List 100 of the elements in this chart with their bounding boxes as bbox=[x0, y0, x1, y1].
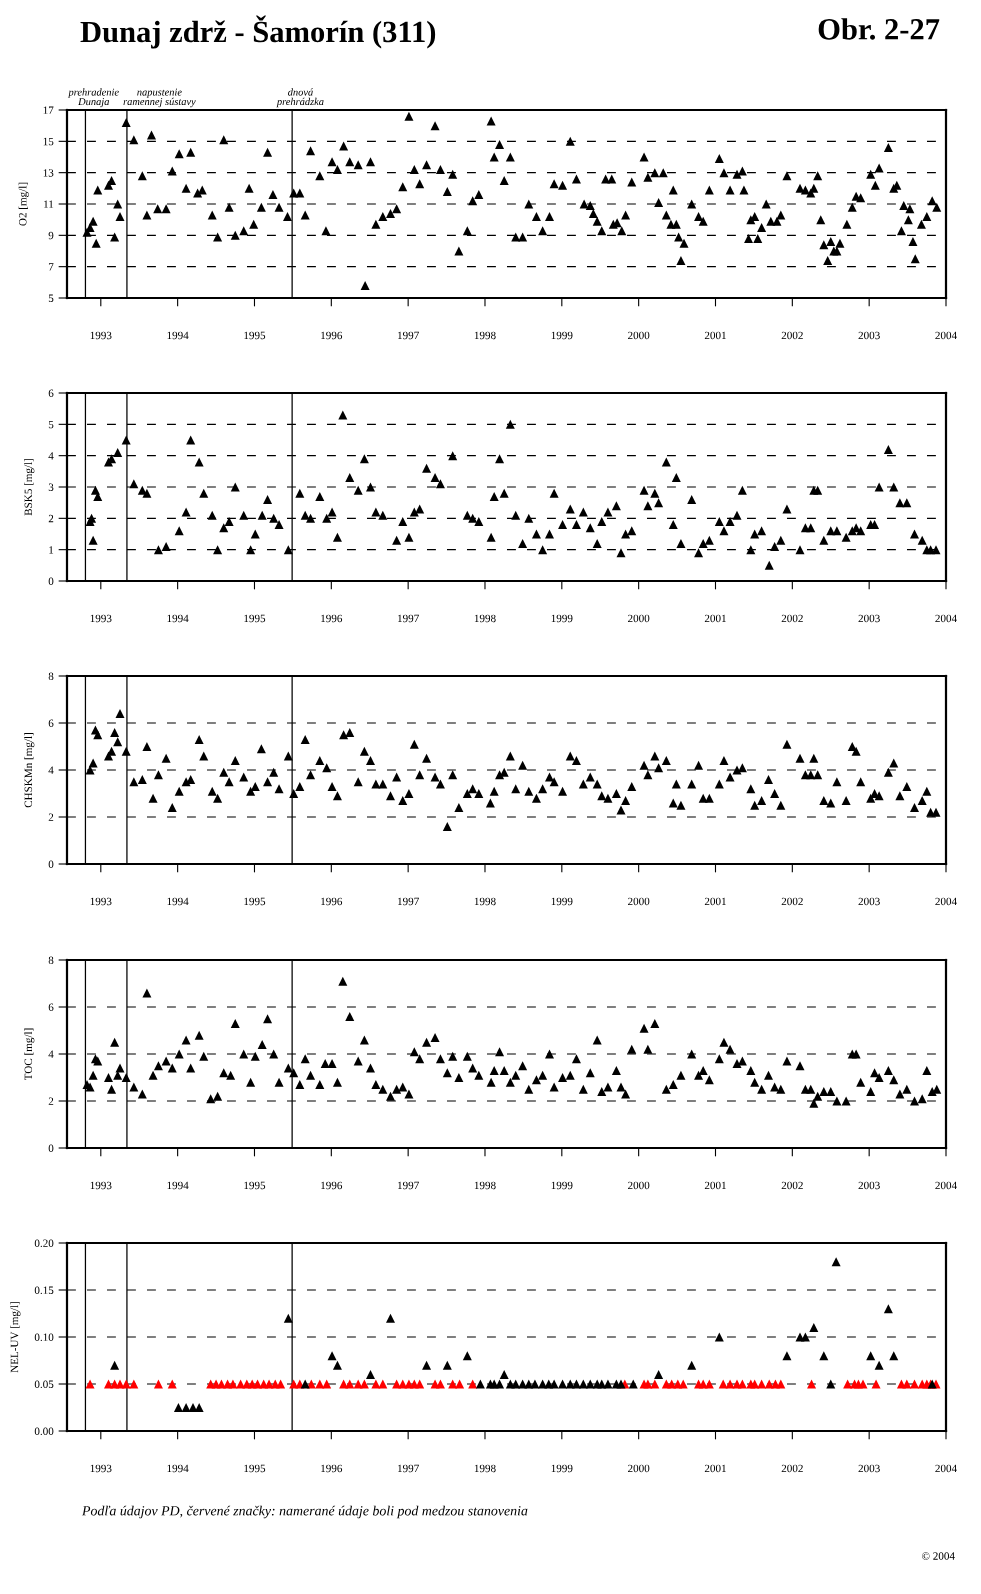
point bbox=[616, 1379, 626, 1389]
point bbox=[283, 1313, 293, 1323]
x-tick-label: 2000 bbox=[628, 897, 650, 906]
x-tick-label: 2001 bbox=[704, 897, 726, 906]
x-tick-label: 1993 bbox=[90, 897, 112, 906]
point bbox=[530, 1379, 540, 1389]
y-tick-label: 6 bbox=[48, 389, 54, 397]
x-tick-label: 2002 bbox=[781, 614, 803, 623]
y-tick-label: 4 bbox=[48, 452, 54, 460]
x-tick-label: 2000 bbox=[628, 614, 650, 623]
point bbox=[181, 1403, 191, 1412]
x-tick-label: 2001 bbox=[704, 1464, 726, 1473]
x-tick-label: 1997 bbox=[398, 1181, 419, 1190]
x-tick-label: 1996 bbox=[321, 1181, 343, 1190]
y-axis-title: BSK5 [mg/l] bbox=[24, 458, 35, 516]
x-tick-label: 1996 bbox=[321, 897, 343, 906]
x-tick-label: 1996 bbox=[321, 1464, 343, 1473]
x-tick-label: 1998 bbox=[474, 614, 496, 623]
ref-line-label: prehradenie Dunaja bbox=[67, 88, 119, 108]
point bbox=[110, 1360, 120, 1370]
y-tick-label: 8 bbox=[48, 672, 54, 680]
y-tick-label: 5 bbox=[48, 294, 54, 302]
text: © 2004 bbox=[922, 1552, 955, 1560]
x-tick-label: 2002 bbox=[781, 1464, 803, 1473]
chart-subtitle: Obr. 2-27 bbox=[818, 18, 940, 40]
x-tick-label: 1999 bbox=[551, 897, 573, 906]
y-tick-label: 0 bbox=[48, 860, 54, 868]
x-tick-label: 2002 bbox=[781, 1181, 803, 1190]
point bbox=[366, 1370, 375, 1380]
y-tick-label: 6 bbox=[48, 719, 54, 727]
y-tick-label: 17 bbox=[43, 106, 54, 114]
x-tick-label: 2001 bbox=[704, 614, 726, 623]
point bbox=[809, 1323, 819, 1333]
point bbox=[442, 1360, 452, 1370]
x-tick-label: 1995 bbox=[244, 1464, 266, 1473]
ref-line-label: napustenie ramennej sústavy bbox=[123, 88, 196, 108]
x-tick-label: 1995 bbox=[244, 1181, 266, 1190]
x-tick-label: 2004 bbox=[935, 331, 957, 340]
x-tick-label: 1995 bbox=[244, 614, 266, 623]
x-tick-label: 2000 bbox=[628, 1181, 650, 1190]
y-tick-label: 8 bbox=[48, 956, 54, 964]
x-tick-label: 2001 bbox=[704, 1181, 726, 1190]
y-tick-label: 6 bbox=[48, 1003, 54, 1011]
point bbox=[327, 1351, 337, 1361]
x-tick-label: 1999 bbox=[551, 1181, 573, 1190]
y-tick-label: 2 bbox=[48, 514, 54, 523]
y-tick-label: 5 bbox=[48, 420, 54, 429]
x-tick-label: 2004 bbox=[935, 897, 957, 906]
y-tick-label: 2 bbox=[48, 1097, 54, 1105]
y-tick-label: 0.15 bbox=[34, 1286, 54, 1295]
y-tick-label: 9 bbox=[48, 231, 54, 240]
point bbox=[628, 1379, 638, 1389]
point bbox=[782, 1351, 792, 1361]
x-tick-label: 1998 bbox=[474, 1464, 496, 1473]
point bbox=[603, 1379, 613, 1389]
point bbox=[422, 1360, 432, 1370]
x-tick-label: 2003 bbox=[858, 1464, 880, 1473]
x-tick-label: 1994 bbox=[167, 1181, 189, 1190]
y-tick-label: 1 bbox=[49, 546, 54, 554]
x-tick-label: 2002 bbox=[781, 897, 803, 906]
y-tick-label: 13 bbox=[43, 169, 54, 177]
y-tick-label: 0.10 bbox=[34, 1333, 54, 1342]
point bbox=[173, 1403, 183, 1412]
x-tick-label: 1997 bbox=[398, 897, 419, 906]
point bbox=[800, 1332, 810, 1342]
x-tick-label: 2004 bbox=[935, 614, 957, 623]
y-tick-label: 0 bbox=[48, 577, 54, 585]
x-tick-label: 2003 bbox=[858, 331, 880, 340]
x-tick-label: 1995 bbox=[244, 331, 266, 340]
x-tick-label: 2003 bbox=[858, 1181, 880, 1190]
point bbox=[714, 1332, 724, 1342]
x-tick-label: 2000 bbox=[628, 1464, 650, 1473]
x-tick-label: 1993 bbox=[90, 614, 112, 623]
x-tick-label: 1993 bbox=[90, 1181, 112, 1190]
x-tick-label: 1997 bbox=[398, 614, 419, 623]
x-tick-label: 1994 bbox=[167, 1464, 189, 1473]
y-tick-label: 4 bbox=[48, 1050, 54, 1058]
point bbox=[578, 1379, 588, 1389]
point bbox=[499, 1370, 509, 1380]
point bbox=[826, 1379, 836, 1389]
ref-line-label: dnová prehrádzka bbox=[276, 88, 324, 108]
x-tick-label: 1996 bbox=[321, 331, 343, 340]
y-axis-title: TOC [mg/l] bbox=[24, 1028, 35, 1081]
x-tick-label: 1994 bbox=[167, 614, 189, 623]
x-tick-label: 1994 bbox=[167, 897, 189, 906]
point bbox=[874, 1360, 884, 1370]
y-tick-label: 7 bbox=[48, 263, 54, 271]
x-tick-label: 1997 bbox=[398, 1464, 419, 1473]
y-tick-label: 2 bbox=[48, 813, 54, 821]
x-tick-label: 2003 bbox=[858, 614, 880, 623]
y-tick-label: 0 bbox=[48, 1144, 54, 1152]
x-tick-label: 1999 bbox=[551, 331, 573, 340]
x-tick-label: 1999 bbox=[551, 1464, 573, 1473]
x-tick-label: 2004 bbox=[935, 1181, 957, 1190]
x-tick-label: 1996 bbox=[321, 614, 343, 623]
point bbox=[332, 1360, 342, 1370]
y-tick-label: 0.05 bbox=[34, 1380, 54, 1389]
x-tick-label: 1998 bbox=[474, 1181, 496, 1190]
point bbox=[571, 1379, 581, 1389]
chart-title: Dunaj zdrž - Šamorín (311) bbox=[80, 15, 436, 49]
